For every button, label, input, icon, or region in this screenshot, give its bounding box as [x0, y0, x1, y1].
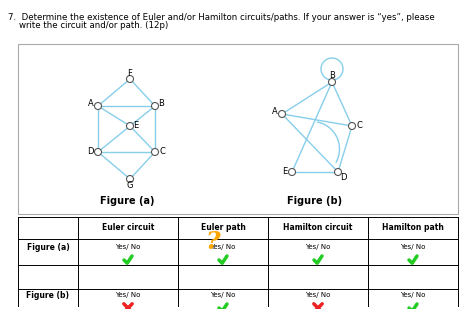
Text: Yes/ No: Yes/ No — [115, 244, 141, 250]
Text: Yes/ No: Yes/ No — [115, 292, 141, 298]
Text: Yes/ No: Yes/ No — [305, 292, 331, 298]
Text: write the circuit and/or path. (12p): write the circuit and/or path. (12p) — [8, 21, 168, 30]
Text: D: D — [87, 147, 93, 156]
Text: Hamilton circuit: Hamilton circuit — [283, 223, 353, 232]
Circle shape — [127, 176, 134, 183]
Text: Figure (b): Figure (b) — [27, 290, 70, 299]
Circle shape — [94, 103, 101, 109]
Circle shape — [328, 78, 336, 86]
Text: A: A — [88, 99, 94, 108]
Text: A: A — [272, 108, 278, 116]
Text: Hamilton path: Hamilton path — [382, 223, 444, 232]
Circle shape — [279, 111, 285, 117]
Text: G: G — [127, 181, 133, 191]
Circle shape — [127, 122, 134, 129]
Text: F: F — [128, 70, 132, 78]
Circle shape — [348, 122, 356, 129]
Text: Figure (a): Figure (a) — [100, 196, 154, 206]
Circle shape — [127, 75, 134, 83]
Text: E: E — [283, 167, 288, 176]
Circle shape — [94, 149, 101, 155]
Text: 7.  Determine the existence of Euler and/or Hamilton circuits/paths. If your ans: 7. Determine the existence of Euler and/… — [8, 13, 435, 22]
Text: B: B — [329, 71, 335, 81]
FancyBboxPatch shape — [18, 44, 458, 214]
Text: C: C — [159, 147, 165, 156]
Text: C: C — [356, 121, 362, 130]
Text: Euler path: Euler path — [201, 223, 246, 232]
Circle shape — [152, 103, 158, 109]
Circle shape — [152, 149, 158, 155]
Circle shape — [289, 168, 295, 176]
Text: E: E — [133, 121, 138, 130]
Text: Yes/ No: Yes/ No — [210, 292, 236, 298]
Text: B: B — [158, 99, 164, 108]
Circle shape — [335, 168, 341, 176]
Text: Figure (a): Figure (a) — [27, 243, 69, 252]
Text: Yes/ No: Yes/ No — [305, 244, 331, 250]
Text: Yes/ No: Yes/ No — [401, 244, 426, 250]
Text: D: D — [340, 172, 346, 181]
Text: Yes/ No: Yes/ No — [401, 292, 426, 298]
Text: ?: ? — [206, 230, 220, 254]
Text: Yes/ No: Yes/ No — [210, 244, 236, 250]
Text: Figure (b): Figure (b) — [287, 196, 343, 206]
Text: Euler circuit: Euler circuit — [102, 223, 154, 232]
